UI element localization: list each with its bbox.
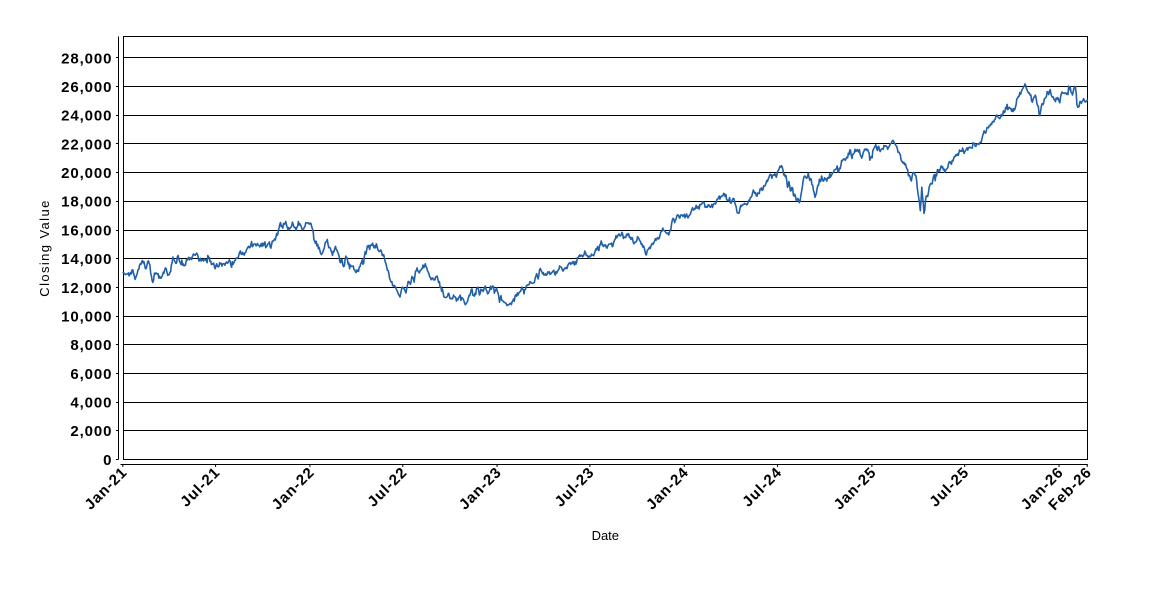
svg-text:6,000: 6,000 (70, 366, 112, 383)
svg-text:2,000: 2,000 (70, 423, 112, 440)
svg-text:20,000: 20,000 (61, 165, 112, 182)
svg-text:0: 0 (103, 452, 112, 469)
svg-text:4,000: 4,000 (70, 395, 112, 412)
svg-text:18,000: 18,000 (61, 194, 112, 211)
svg-text:16,000: 16,000 (61, 222, 112, 239)
svg-text:8,000: 8,000 (70, 337, 112, 354)
svg-text:22,000: 22,000 (61, 136, 112, 153)
svg-text:Closing Value: Closing Value (37, 199, 52, 296)
svg-text:26,000: 26,000 (61, 79, 112, 96)
svg-text:14,000: 14,000 (61, 251, 112, 268)
svg-text:10,000: 10,000 (61, 308, 112, 325)
svg-text:24,000: 24,000 (61, 108, 112, 125)
svg-text:28,000: 28,000 (61, 50, 112, 67)
svg-text:Date: Date (592, 528, 619, 543)
svg-text:12,000: 12,000 (61, 280, 112, 297)
